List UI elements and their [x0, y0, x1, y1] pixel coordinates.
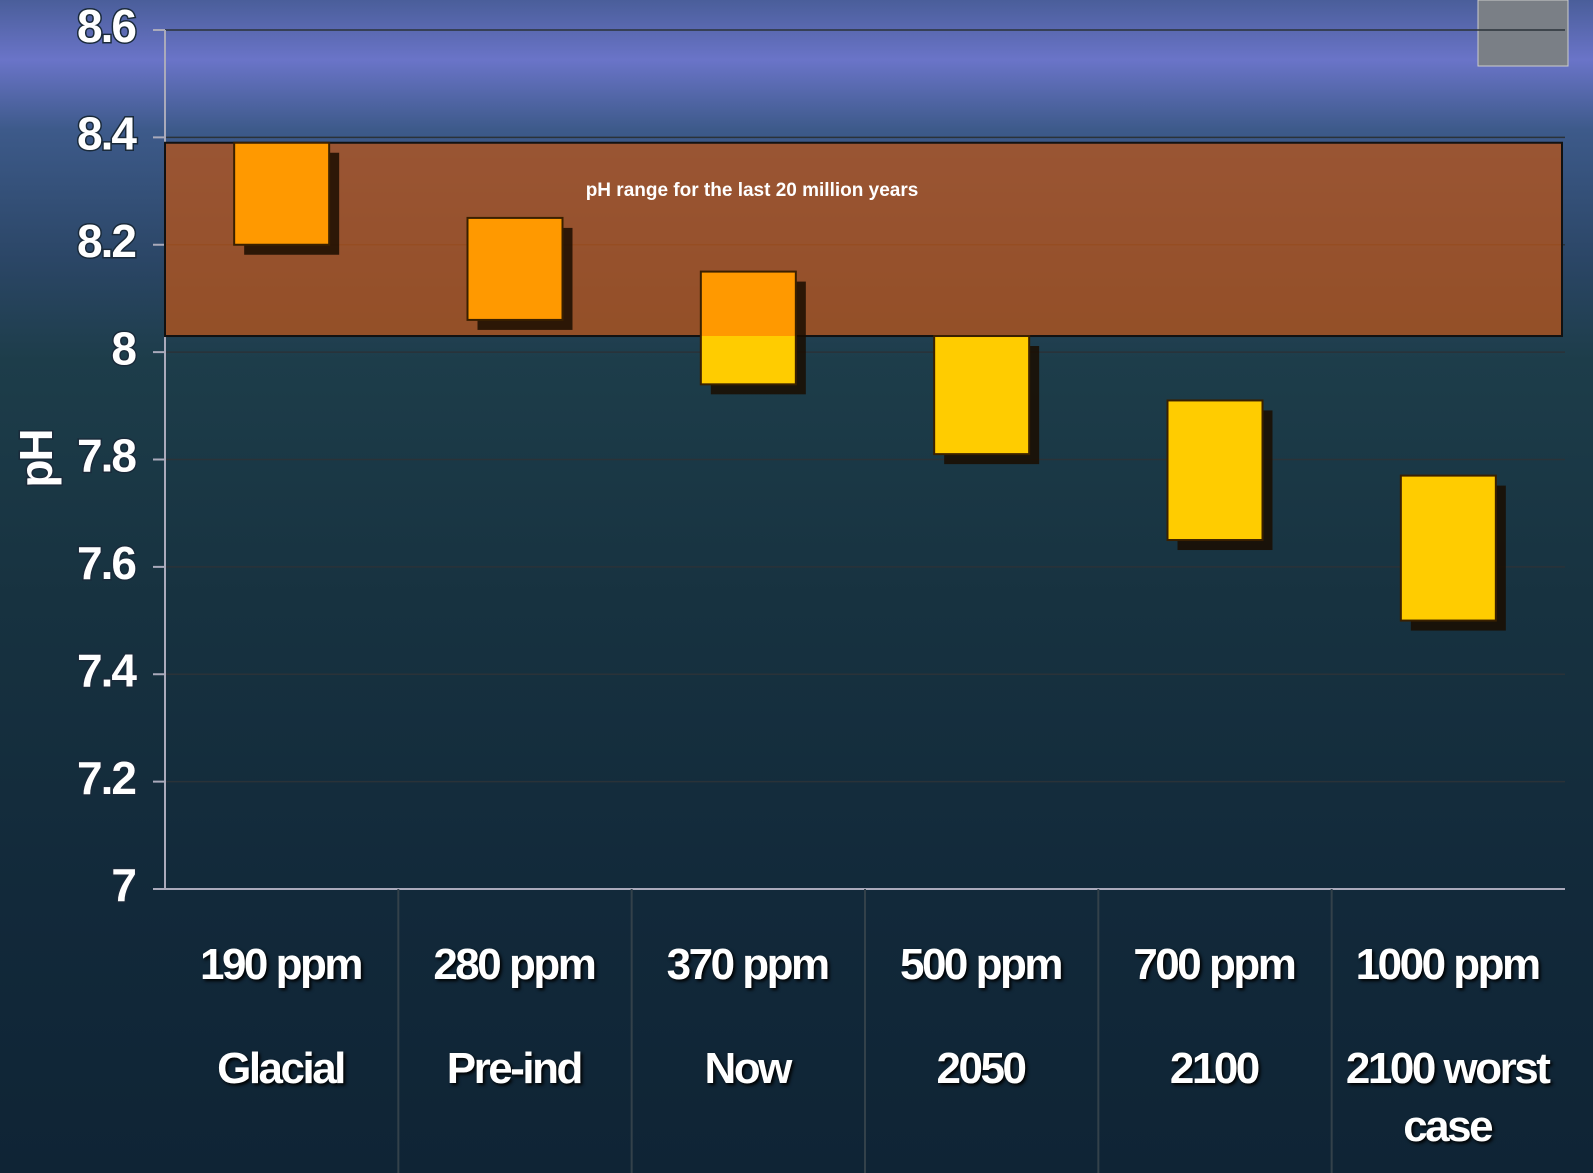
category-label: 280 ppm: [433, 940, 597, 989]
y-tick-label: 7.8: [77, 430, 136, 482]
category-label: 370 ppm: [666, 940, 831, 989]
period-label: Pre-ind: [446, 1044, 584, 1093]
period-label: 2100: [1169, 1044, 1260, 1093]
band-label: pH range for the last 20 million years: [586, 180, 919, 201]
bar: [1399, 474, 1497, 622]
y-tick-label: 8.4: [77, 108, 137, 160]
category-label: 1000 ppm: [1355, 940, 1541, 989]
period-label: Now: [704, 1044, 792, 1093]
y-tick-label: 7.4: [77, 644, 137, 696]
y-tick-label: 7.6: [77, 537, 135, 589]
period-label: 2050: [936, 1044, 1027, 1093]
category-label: 190 ppm: [199, 940, 364, 989]
range-band: [164, 141, 1563, 338]
bar: [933, 335, 1031, 456]
y-tick-label: 8.2: [77, 215, 135, 267]
thumbnail: [1477, 0, 1569, 67]
category-label: 700 ppm: [1133, 940, 1297, 989]
period-label: Glacial: [217, 1044, 346, 1093]
period-label: 2100 worst case: [1345, 1044, 1551, 1151]
y-tick-label: 8.6: [77, 0, 135, 52]
y-tick-label: 7.2: [77, 752, 135, 804]
y-tick-label: 7: [111, 859, 135, 911]
category-label: 500 ppm: [899, 940, 1064, 989]
y-axis-label: pH: [10, 430, 62, 487]
y-tick-label: 8: [111, 322, 136, 374]
bar: [1166, 399, 1264, 542]
bar: [466, 216, 564, 321]
bar: [233, 141, 331, 246]
bar: [699, 270, 797, 386]
